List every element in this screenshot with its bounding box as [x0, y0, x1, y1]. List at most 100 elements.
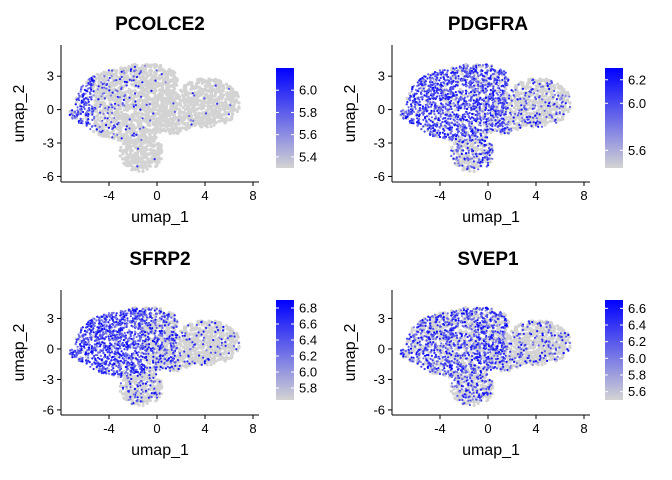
cell-point-expressed — [90, 105, 93, 108]
cell-point — [133, 126, 137, 130]
cell-point-expressed — [434, 115, 438, 118]
cell-point-expressed — [433, 110, 436, 113]
cell-point-expressed — [433, 105, 436, 108]
cell-point-expressed — [540, 105, 543, 108]
cell-point-expressed — [124, 128, 127, 131]
cell-point — [145, 167, 149, 171]
cell-point-expressed — [482, 117, 485, 120]
cell-point-expressed — [483, 144, 486, 147]
cell-point-expressed — [95, 128, 98, 131]
cell-point — [566, 98, 570, 102]
cell-point — [78, 102, 82, 106]
cell-point-expressed — [76, 109, 79, 112]
cell-point-expressed — [468, 111, 471, 115]
cell-point-expressed — [452, 102, 455, 105]
cell-point — [147, 136, 151, 140]
cell-point-expressed — [429, 119, 432, 122]
cell-point-expressed — [429, 86, 432, 89]
cell-point — [224, 101, 228, 105]
cell-point — [543, 88, 547, 92]
cell-point — [155, 162, 159, 166]
cell-point — [159, 98, 163, 102]
cell-point — [167, 80, 172, 84]
cell-point-expressed — [140, 138, 143, 142]
cell-point-expressed — [460, 104, 463, 107]
cell-point — [149, 69, 153, 73]
cell-point — [450, 145, 454, 149]
cell-point — [150, 135, 154, 140]
cell-point-expressed — [466, 146, 469, 150]
cell-point — [199, 116, 203, 120]
cell-point-expressed — [117, 104, 120, 107]
x-tick-label: 4 — [201, 188, 208, 203]
cell-point-expressed — [426, 103, 429, 106]
cell-point-expressed — [432, 124, 435, 127]
cell-point-expressed — [528, 95, 531, 98]
cell-point — [534, 84, 538, 88]
cell-point — [137, 80, 141, 84]
cell-point — [98, 92, 102, 96]
cell-point — [216, 110, 220, 114]
cell-point-expressed — [517, 112, 520, 115]
cell-point-expressed — [125, 81, 128, 84]
cell-point — [561, 87, 565, 92]
cell-point-expressed — [449, 113, 452, 116]
cell-point — [200, 81, 204, 85]
cell-point — [173, 112, 177, 116]
cell-point — [202, 104, 206, 108]
cell-point — [97, 131, 101, 135]
cell-point-expressed — [89, 86, 92, 89]
cell-point-expressed — [474, 101, 477, 104]
cell-point-expressed — [450, 71, 453, 74]
cell-point-expressed — [439, 107, 443, 111]
cell-point-expressed — [529, 115, 532, 118]
cell-point-expressed — [530, 124, 533, 128]
cell-point-expressed — [92, 94, 95, 97]
cell-point-expressed — [407, 113, 410, 116]
cell-point-expressed — [454, 138, 457, 141]
cell-point-expressed — [456, 81, 459, 84]
cell-point — [149, 158, 154, 162]
cell-point — [102, 84, 106, 88]
cell-point-expressed — [484, 66, 487, 69]
cell-point — [128, 139, 132, 143]
cell-point — [158, 156, 162, 160]
cell-point — [218, 90, 222, 94]
cell-point-expressed — [437, 92, 440, 95]
cell-point — [159, 93, 163, 97]
x-tick-label: 8 — [249, 188, 256, 203]
cell-point-expressed — [457, 100, 460, 103]
cell-point-expressed — [123, 71, 126, 74]
cell-point-expressed — [422, 78, 426, 81]
colorbar: 5.45.65.86.0 — [276, 68, 317, 168]
y-axis-label: umap_2 — [11, 84, 28, 142]
cell-point-expressed — [450, 130, 453, 133]
cell-point — [193, 107, 197, 111]
cell-point-expressed — [490, 128, 493, 131]
cell-point — [102, 70, 106, 74]
cell-point-expressed — [132, 132, 136, 135]
cell-point — [152, 104, 156, 108]
cell-point — [188, 103, 192, 107]
cell-point-expressed — [456, 71, 459, 74]
cell-point — [225, 116, 229, 120]
cell-point — [154, 130, 158, 134]
cell-point-expressed — [446, 92, 449, 96]
cell-point-expressed — [111, 136, 114, 139]
cell-point — [508, 122, 512, 126]
cell-point-expressed — [477, 80, 480, 84]
cell-point — [218, 107, 222, 111]
cell-point-expressed — [116, 133, 119, 137]
cell-point-expressed — [485, 89, 489, 92]
cell-point-expressed — [474, 137, 477, 140]
cell-point-expressed — [483, 112, 487, 116]
cell-point-expressed — [457, 77, 460, 80]
cell-point-expressed — [534, 114, 537, 117]
cell-point-expressed — [546, 82, 549, 85]
cell-point-expressed — [481, 64, 485, 67]
cell-point-expressed — [421, 89, 424, 92]
cell-point-expressed — [446, 69, 449, 72]
cell-point-expressed — [475, 152, 478, 155]
cell-point-expressed — [507, 132, 510, 135]
cell-point-expressed — [452, 152, 456, 155]
